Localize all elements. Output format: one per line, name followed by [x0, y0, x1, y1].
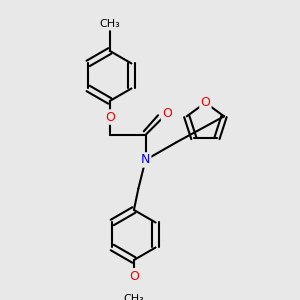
Text: CH₃: CH₃: [99, 19, 120, 29]
Text: O: O: [105, 110, 115, 124]
Text: O: O: [200, 96, 210, 109]
Text: CH₃: CH₃: [124, 294, 144, 300]
Text: O: O: [162, 107, 172, 120]
Text: O: O: [129, 270, 139, 283]
Text: N: N: [141, 153, 150, 167]
